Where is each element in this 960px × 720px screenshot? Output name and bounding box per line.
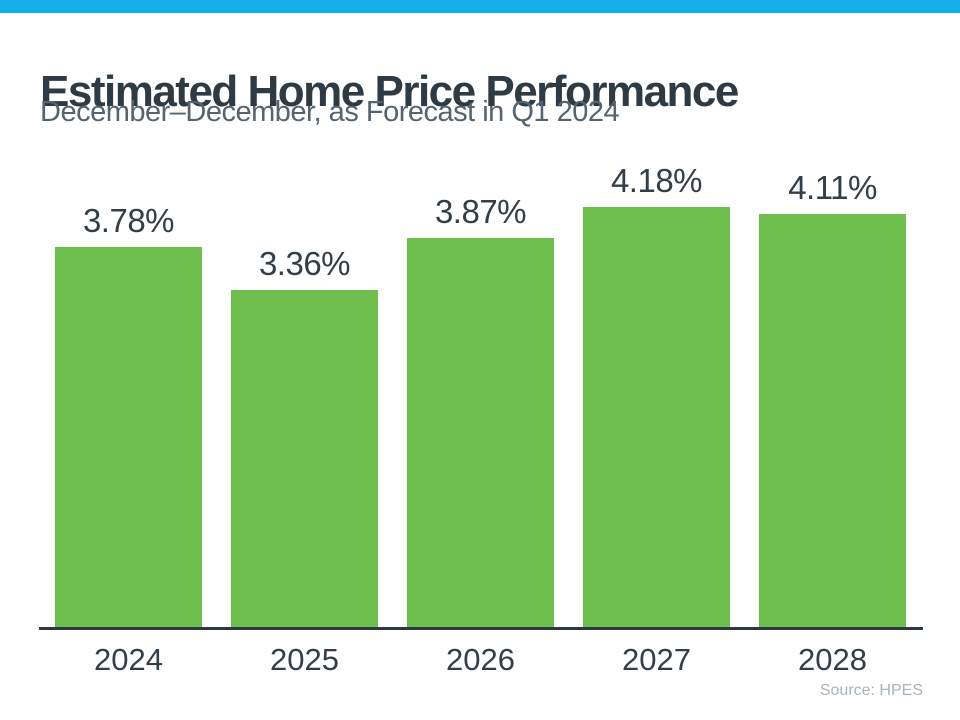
bar-value-label-2024: 3.78%	[82, 202, 175, 239]
bar-2025	[231, 290, 378, 627]
top-accent-strip	[0, 0, 960, 13]
x-axis-label-2027: 2027	[622, 642, 691, 677]
chart-subtitle: December–December, as Forecast in Q1 202…	[40, 96, 620, 128]
bar-2027	[583, 207, 730, 627]
bar-value-label-2027: 4.18%	[610, 162, 703, 199]
bar-2024	[55, 247, 202, 627]
x-axis-label-2028: 2028	[798, 642, 867, 677]
chart-title: Estimated Home Price Performance	[40, 67, 739, 117]
bar-2028	[759, 214, 906, 627]
source-note: Source: HPES	[819, 682, 923, 699]
x-axis-label-2025: 2025	[270, 642, 339, 677]
bar-2026	[407, 238, 554, 627]
x-axis-label-2026: 2026	[446, 642, 515, 677]
bar-value-label-2025: 3.36%	[258, 245, 351, 282]
bar-value-label-2028: 4.11%	[788, 169, 877, 206]
x-axis-line	[39, 627, 923, 630]
bar-value-label-2026: 3.87%	[434, 193, 527, 230]
x-axis-label-2024: 2024	[94, 642, 163, 677]
